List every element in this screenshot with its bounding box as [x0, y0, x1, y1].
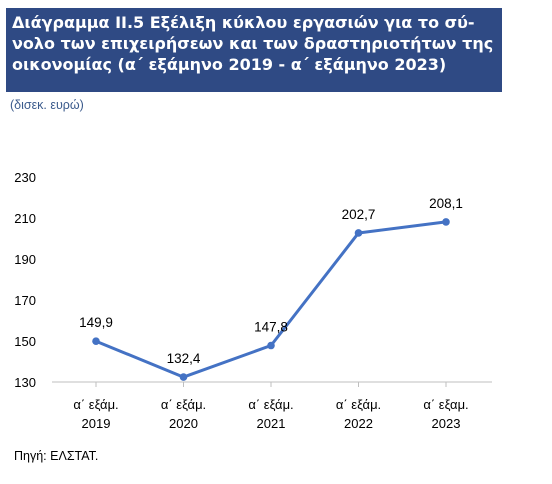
y-tick-label: 130	[14, 375, 36, 390]
x-axis: α΄ εξάμ. 2019 α΄ εξάμ. 2020 α΄ εξάμ. 2021 α΄ ε…	[52, 381, 492, 431]
x-category-label: 2019	[82, 416, 111, 431]
y-tick-label: 210	[14, 211, 36, 226]
x-category-label: 2022	[344, 416, 373, 431]
series-line	[92, 218, 450, 381]
y-tick-label: 170	[14, 293, 36, 308]
data-label: 132,4	[167, 351, 201, 366]
x-category-label: 2020	[169, 416, 198, 431]
x-category-label: α΄ εξάμ.	[248, 397, 293, 412]
figure-title: Διάγραμμα ΙΙ.5 Εξέλιξη κύκλου εργασιών γ…	[6, 8, 502, 92]
x-category-label: α΄ εξάμ.	[336, 397, 381, 412]
x-category-label: 2023	[432, 416, 461, 431]
x-category-label: α΄ εξάμ.	[73, 397, 118, 412]
data-label: 208,1	[429, 196, 463, 211]
unit-label: (δισεκ. ευρώ)	[10, 98, 84, 112]
y-tick-label: 150	[14, 334, 36, 349]
x-category-label: α΄ εξάμ.	[161, 397, 206, 412]
y-tick-label: 230	[14, 170, 36, 185]
y-tick-label: 190	[14, 252, 36, 267]
data-label: 202,7	[342, 207, 376, 222]
x-category-label: α΄ εξαμ.	[423, 397, 468, 412]
series-polyline	[94, 220, 448, 379]
data-point	[92, 337, 100, 346]
data-point	[179, 373, 188, 381]
data-point	[354, 229, 363, 237]
data-labels: 149,9 132,4 147,8 202,7 208,1	[79, 196, 463, 366]
x-category-label: 2021	[257, 416, 286, 431]
data-point	[442, 218, 450, 226]
data-label: 147,8	[254, 320, 288, 335]
source-note: Πηγή: ΕΛΣΤΑΤ.	[14, 449, 99, 463]
y-axis-ticks: 130 150 170 190 210 230	[14, 170, 36, 390]
data-point	[267, 341, 275, 350]
data-label: 149,9	[79, 315, 113, 330]
